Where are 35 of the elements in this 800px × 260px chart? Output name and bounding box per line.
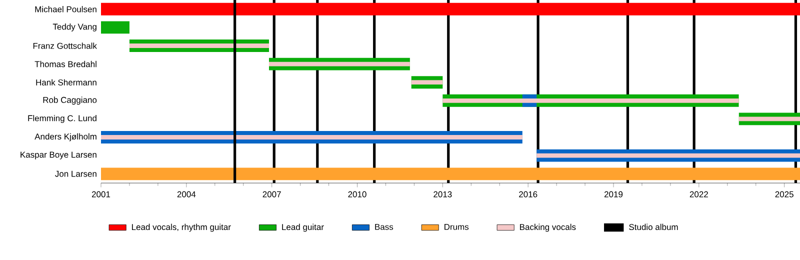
y-tick-label: Thomas Bredahl xyxy=(34,60,96,68)
x-tick-label: 2013 xyxy=(434,191,452,198)
y-tick-label: Rob Caggiano xyxy=(43,96,97,105)
y-tick-label: Teddy Vang xyxy=(52,23,96,32)
x-tick-label: 2010 xyxy=(348,191,366,198)
legend-label: Backing vocals xyxy=(520,224,576,232)
y-tick-label: Flemming C. Lund xyxy=(28,114,96,123)
x-tick-label: 2016 xyxy=(519,191,538,198)
legend-label: Studio album xyxy=(629,224,678,230)
bar xyxy=(129,44,269,48)
x-tick-label: 2004 xyxy=(177,191,196,198)
y-tick-label: Jon Larsen xyxy=(55,170,96,177)
legend-label: Lead vocals, rhythm guitar xyxy=(132,224,231,232)
x-tick-label: 2019 xyxy=(604,191,623,198)
bar xyxy=(536,153,800,158)
x-tick-label: 2007 xyxy=(262,191,281,198)
x-tick-label: 2001 xyxy=(92,191,110,198)
bar xyxy=(101,2,800,16)
bar xyxy=(101,21,130,34)
bar xyxy=(738,116,800,122)
bar xyxy=(411,80,443,85)
x-tick-label: 2025 xyxy=(775,191,794,198)
bar xyxy=(268,62,410,66)
legend-label: Drums xyxy=(444,224,469,230)
y-tick-label: Kaspar Boye Larsen xyxy=(20,152,96,160)
y-tick-label: Franz Gottschalk xyxy=(33,42,97,49)
bar xyxy=(442,98,739,103)
bar xyxy=(101,168,800,180)
bar xyxy=(101,135,522,140)
y-tick-label: Anders Kjølholm xyxy=(34,133,96,142)
legend-label: Bass xyxy=(375,224,394,230)
x-tick-label: 2022 xyxy=(690,191,708,198)
legend-label: Lead guitar xyxy=(282,224,324,232)
y-tick-label: Hank Shermann xyxy=(36,79,96,86)
y-tick-label: Michael Poulsen xyxy=(35,6,96,12)
